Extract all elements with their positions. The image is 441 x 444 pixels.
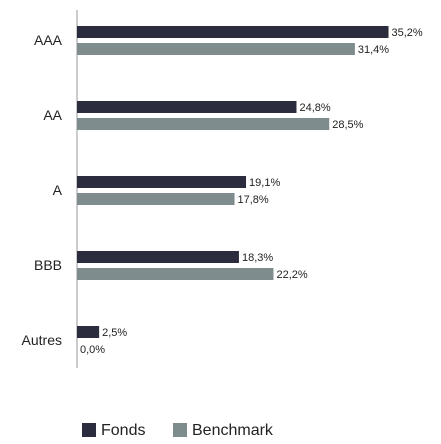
value-label: 22,2%	[276, 269, 307, 281]
legend-label: Benchmark	[192, 422, 274, 439]
value-label: 19,1%	[249, 177, 280, 189]
y-tick-label: Autres	[22, 332, 62, 348]
bar	[77, 101, 297, 113]
bar	[77, 176, 247, 188]
value-label: 0,0%	[80, 344, 105, 356]
bar	[77, 326, 100, 338]
value-label: 18,3%	[242, 252, 273, 264]
bar	[77, 268, 274, 280]
value-label: 35,2%	[392, 27, 423, 39]
legend-swatch	[82, 423, 96, 437]
bar	[77, 251, 239, 263]
legend-label: Fonds	[101, 422, 145, 439]
bar	[77, 43, 355, 55]
y-tick-label: AA	[43, 107, 62, 123]
value-label: 31,4%	[358, 44, 389, 56]
bar	[77, 118, 330, 130]
legend-swatch	[173, 423, 187, 437]
y-tick-label: A	[53, 182, 63, 198]
value-label: 2,5%	[102, 327, 127, 339]
y-tick-label: AAA	[34, 32, 63, 48]
bar	[77, 26, 389, 38]
value-label: 24,8%	[299, 102, 330, 114]
bar	[77, 193, 235, 205]
y-tick-label: BBB	[34, 257, 62, 273]
value-label: 28,5%	[332, 119, 363, 131]
value-label: 17,8%	[238, 194, 269, 206]
